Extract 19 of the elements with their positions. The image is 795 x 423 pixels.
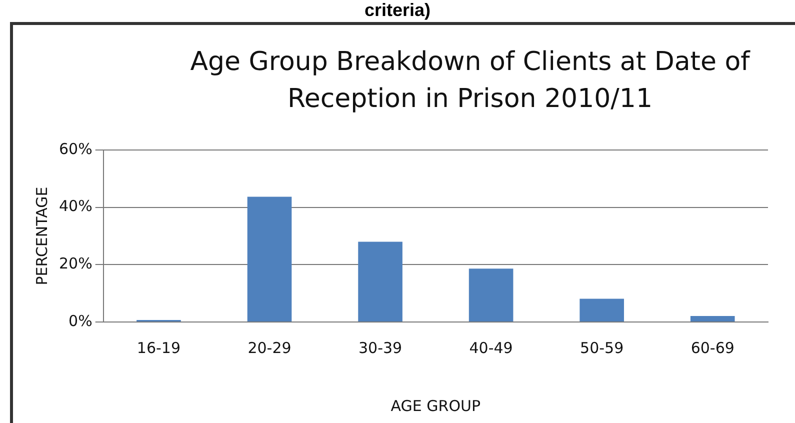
bar <box>358 242 402 322</box>
y-tick-label: 40% <box>58 197 92 216</box>
x-axis-title: AGE GROUP <box>390 396 481 415</box>
x-tick-label: 60-69 <box>690 338 734 357</box>
y-tick-label: 60% <box>58 140 92 158</box>
x-tick-label: 30-39 <box>358 338 402 357</box>
x-tick-label: 20-29 <box>248 338 292 357</box>
y-tick-label: 20% <box>58 254 92 273</box>
chart-title: Age Group Breakdown of Clients at Date of Reception in Prison 2010/11 <box>189 46 752 116</box>
bar <box>247 196 292 322</box>
y-tick-label: 0% <box>68 312 92 330</box>
bar <box>580 298 624 322</box>
bar <box>690 316 735 322</box>
bar <box>468 268 514 322</box>
text: criteria) <box>363 0 432 20</box>
y-axis-title: PERCENTAGE <box>32 186 51 286</box>
x-tick-label: 50-59 <box>580 338 624 357</box>
x-tick-label: 16-19 <box>136 338 181 357</box>
x-tick-label: 40-49 <box>469 338 513 357</box>
